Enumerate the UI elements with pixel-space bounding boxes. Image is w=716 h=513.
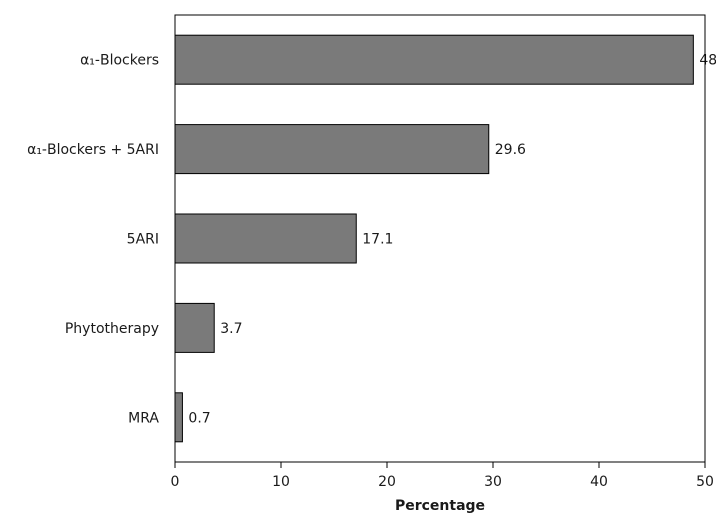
bar: [174, 34, 694, 85]
category-label: MRA: [128, 410, 159, 426]
x-tick-label: 50: [696, 474, 714, 490]
bar: [174, 302, 215, 353]
x-tick-label: 30: [484, 474, 502, 490]
bar: [174, 124, 490, 175]
data-label: 0.7: [188, 410, 210, 426]
category-label: α₁-Blockers + 5ARI: [27, 142, 159, 158]
data-label: 3.7: [220, 321, 242, 337]
category-label: 5ARI: [127, 232, 159, 248]
data-label: 29.6: [495, 142, 526, 158]
category-label: α₁-Blockers: [80, 53, 159, 69]
plot-area-frame: [174, 14, 706, 463]
x-axis-title: Percentage: [395, 498, 485, 513]
bar: [174, 213, 357, 264]
x-tick-label: 10: [272, 474, 290, 490]
category-labels-group: α₁-Blockers α₁-Blockers + 5ARI 5ARI Phytoth…: [27, 53, 159, 427]
x-tick-label: 20: [378, 474, 396, 490]
category-label: Phytotherapy: [65, 321, 159, 337]
data-label: 17.1: [362, 232, 393, 248]
x-tick-label: 40: [590, 474, 608, 490]
bar: [174, 392, 183, 443]
data-labels-group: 48.9 29.6 17.1 3.7 0.7: [188, 53, 716, 427]
data-label: 48.9: [699, 53, 716, 69]
bars-group: [174, 34, 694, 443]
x-tick-label: 0: [171, 474, 180, 490]
x-ticks-group: 0 10 20 30 40 50: [171, 462, 714, 490]
